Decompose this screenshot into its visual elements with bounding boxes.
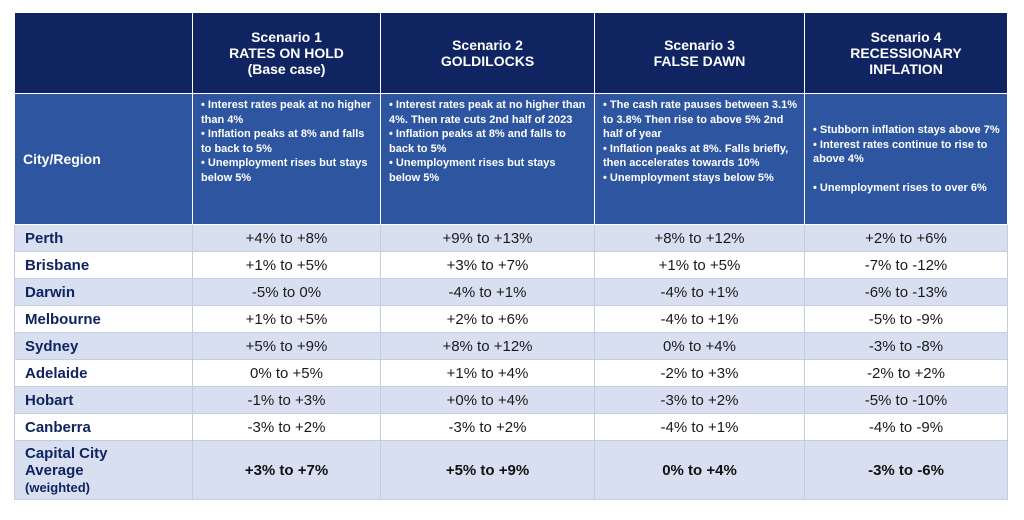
scenario-4-name-line-2: INFLATION xyxy=(869,61,943,77)
average-cell: 0% to +4% xyxy=(594,440,805,500)
city-name: Canberra xyxy=(14,413,193,441)
scenario-1-name: RATES ON HOLD xyxy=(229,45,344,61)
table-row: Melbourne +1% to +5% +2% to +6% -4% to +… xyxy=(14,305,1008,333)
city-region-header: City/Region xyxy=(14,93,193,225)
scenario-3-name: FALSE DAWN xyxy=(653,53,746,69)
city-name: Hobart xyxy=(14,386,193,414)
average-label-line-2: Average xyxy=(25,461,84,479)
forecast-cell: -6% to -13% xyxy=(804,278,1008,306)
forecast-cell: +8% to +12% xyxy=(594,224,805,252)
forecast-cell: 0% to +4% xyxy=(594,332,805,360)
forecast-cell: -4% to +1% xyxy=(594,305,805,333)
forecast-cell: -2% to +2% xyxy=(804,359,1008,387)
scenario-3-bullet: • Inflation peaks at 8%. Falls briefly, … xyxy=(603,142,789,170)
forecast-cell: +8% to +12% xyxy=(380,332,595,360)
forecast-cell: -1% to +3% xyxy=(192,386,381,414)
average-cell: -3% to -6% xyxy=(804,440,1008,500)
average-label-sub: (weighted) xyxy=(25,479,90,495)
forecast-cell: -3% to -8% xyxy=(804,332,1008,360)
city-name: Melbourne xyxy=(14,305,193,333)
scenario-4-name-line-1: RECESSIONARY xyxy=(850,45,962,61)
scenario-4-bullet: • Unemployment rises to over 6% xyxy=(813,181,987,194)
forecast-cell: -5% to 0% xyxy=(192,278,381,306)
city-name: Adelaide xyxy=(14,359,193,387)
forecast-cell: -2% to +3% xyxy=(594,359,805,387)
scenario-3-title: Scenario 3 FALSE DAWN xyxy=(594,12,805,94)
scenario-1-bullet: • Unemployment rises but stays below 5% xyxy=(201,157,368,184)
scenario-table: Scenario 1 RATES ON HOLD (Base case) Sce… xyxy=(14,12,1008,500)
forecast-cell: -3% to +2% xyxy=(380,413,595,441)
scenario-4-bullet: • Stubborn inflation stays above 7% xyxy=(813,124,1000,136)
scenario-3-bullet: • The cash rate pauses between 3.1% to 3… xyxy=(603,99,797,140)
scenario-4-description: • Stubborn inflation stays above 7% • In… xyxy=(804,93,1008,225)
forecast-cell: +9% to +13% xyxy=(380,224,595,252)
forecast-cell: -4% to +1% xyxy=(594,278,805,306)
forecast-cell: +1% to +5% xyxy=(192,305,381,333)
scenario-3-bullet: • Unemployment stays below 5% xyxy=(603,171,774,184)
forecast-cell: +1% to +5% xyxy=(594,251,805,279)
average-cell: +3% to +7% xyxy=(192,440,381,500)
forecast-cell: +0% to +4% xyxy=(380,386,595,414)
forecast-cell: +4% to +8% xyxy=(192,224,381,252)
forecast-cell: -4% to -9% xyxy=(804,413,1008,441)
scenario-2-bullet: • Unemployment rises but stays below 5% xyxy=(389,157,556,184)
scenario-4-title: Scenario 4 RECESSIONARY INFLATION xyxy=(804,12,1008,94)
table-row: Canberra -3% to +2% -3% to +2% -4% to +1… xyxy=(14,413,1008,441)
corner-cell xyxy=(14,12,193,94)
forecast-cell: +1% to +4% xyxy=(380,359,595,387)
scenario-1-note: (Base case) xyxy=(247,61,326,77)
scenario-2-title: Scenario 2 GOLDILOCKS xyxy=(380,12,595,94)
forecast-cell: +1% to +5% xyxy=(192,251,381,279)
scenario-2-description: • Interest rates peak at no higher than … xyxy=(380,93,595,225)
forecast-cell: -5% to -10% xyxy=(804,386,1008,414)
scenario-2-label: Scenario 2 xyxy=(452,37,523,53)
forecast-cell: +2% to +6% xyxy=(380,305,595,333)
city-name: Darwin xyxy=(14,278,193,306)
scenario-3-description: • The cash rate pauses between 3.1% to 3… xyxy=(594,93,805,225)
scenario-4-bullet: • Interest rates continue to rise to abo… xyxy=(813,138,988,166)
forecast-cell: -5% to -9% xyxy=(804,305,1008,333)
table-row: Perth +4% to +8% +9% to +13% +8% to +12%… xyxy=(14,224,1008,252)
scenario-2-bullet: • Interest rates peak at no higher than … xyxy=(389,99,586,126)
average-label-line-1: Capital City xyxy=(25,444,108,462)
table-row: Brisbane +1% to +5% +3% to +7% +1% to +5… xyxy=(14,251,1008,279)
forecast-cell: +2% to +6% xyxy=(804,224,1008,252)
scenario-3-label: Scenario 3 xyxy=(664,37,735,53)
scenario-1-bullet: • Inflation peaks at 8% and falls to bac… xyxy=(201,128,365,155)
table-row: Sydney +5% to +9% +8% to +12% 0% to +4% … xyxy=(14,332,1008,360)
forecast-cell: +3% to +7% xyxy=(380,251,595,279)
city-name: Perth xyxy=(14,224,193,252)
forecast-cell: -3% to +2% xyxy=(192,413,381,441)
table-row: Darwin -5% to 0% -4% to +1% -4% to +1% -… xyxy=(14,278,1008,306)
scenario-description-row: City/Region • Interest rates peak at no … xyxy=(14,93,1008,225)
forecast-cell: -4% to +1% xyxy=(380,278,595,306)
scenario-table-container: Scenario 1 RATES ON HOLD (Base case) Sce… xyxy=(14,12,1008,500)
scenario-4-label: Scenario 4 xyxy=(870,29,942,45)
table-row: Adelaide 0% to +5% +1% to +4% -2% to +3%… xyxy=(14,359,1008,387)
scenario-title-row: Scenario 1 RATES ON HOLD (Base case) Sce… xyxy=(14,12,1008,94)
forecast-cell: 0% to +5% xyxy=(192,359,381,387)
city-name: Sydney xyxy=(14,332,193,360)
city-name: Brisbane xyxy=(14,251,193,279)
forecast-cell: +5% to +9% xyxy=(192,332,381,360)
forecast-cell: -3% to +2% xyxy=(594,386,805,414)
scenario-1-title: Scenario 1 RATES ON HOLD (Base case) xyxy=(192,12,381,94)
capital-city-average-row: Capital City Average (weighted) +3% to +… xyxy=(14,440,1008,500)
average-label: Capital City Average (weighted) xyxy=(14,440,193,500)
forecast-cell: -4% to +1% xyxy=(594,413,805,441)
scenario-1-bullet: • Interest rates peak at no higher than … xyxy=(201,99,372,126)
scenario-2-name: GOLDILOCKS xyxy=(440,53,535,69)
scenario-4-spacer xyxy=(813,167,1001,181)
scenario-1-description: • Interest rates peak at no higher than … xyxy=(192,93,381,225)
scenario-2-bullet: • Inflation peaks at 8% and falls to bac… xyxy=(389,128,566,155)
scenario-1-label: Scenario 1 xyxy=(251,29,322,45)
average-cell: +5% to +9% xyxy=(380,440,595,500)
forecast-cell: -7% to -12% xyxy=(804,251,1008,279)
table-row: Hobart -1% to +3% +0% to +4% -3% to +2% … xyxy=(14,386,1008,414)
